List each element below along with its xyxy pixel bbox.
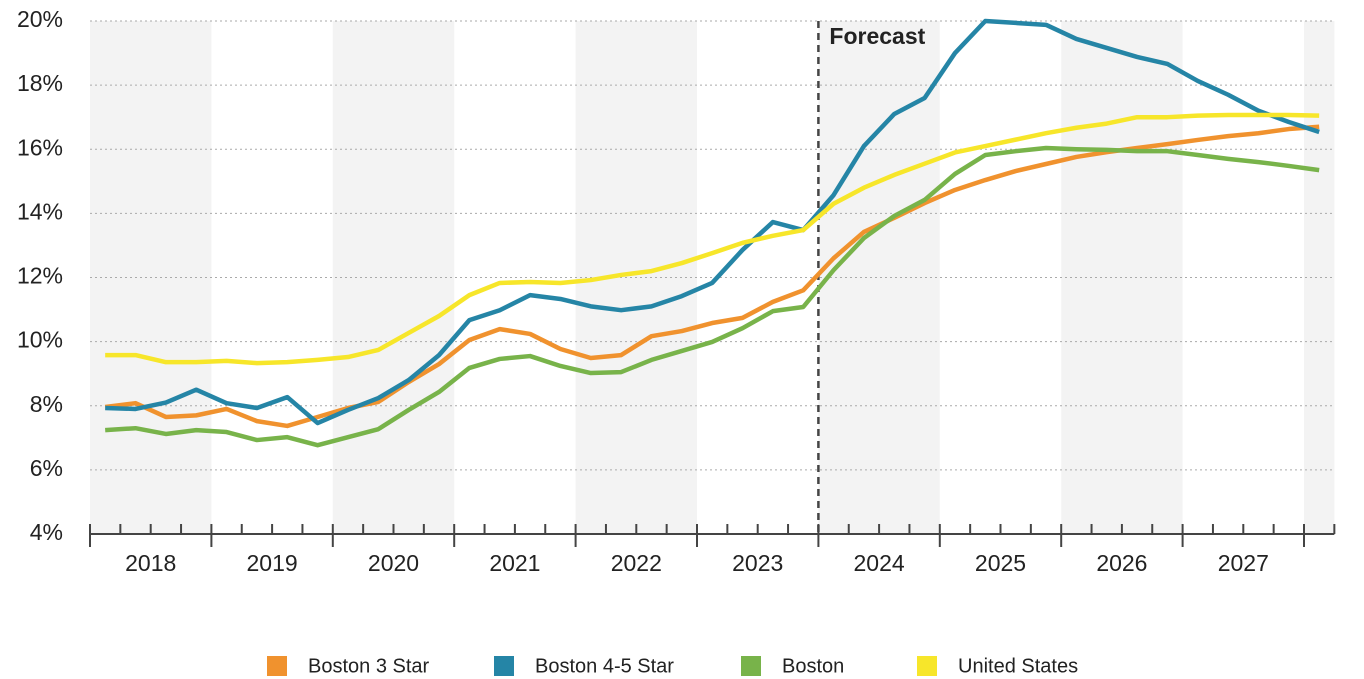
legend-swatch [917,656,937,676]
x-tick-label: 2024 [854,550,905,576]
x-tick-label: 2019 [247,550,298,576]
legend-label: Boston 4-5 Star [535,655,674,677]
x-tick-label: 2021 [489,550,540,576]
legend-swatch [741,656,761,676]
y-tick-label: 6% [30,455,63,481]
y-tick-label: 4% [30,519,63,545]
x-tick-label: 2023 [732,550,783,576]
band-shade [818,21,940,534]
y-tick-label: 16% [17,134,63,160]
y-tick-label: 10% [17,327,63,353]
y-tick-label: 12% [17,263,63,289]
legend-swatch [267,656,287,676]
x-tick-label: 2027 [1218,550,1269,576]
y-tick-label: 14% [17,198,63,224]
legend-label: Boston [782,655,844,677]
legend-swatch [494,656,514,676]
band-shade [1304,21,1335,534]
series-line [105,145,1320,448]
y-tick-label: 8% [30,391,63,417]
x-tick-label: 2026 [1096,550,1147,576]
x-tick-label: 2022 [611,550,662,576]
x-tick-label: 2020 [368,550,419,576]
y-tick-label: 20% [17,6,63,32]
x-tick-label: 2018 [125,550,176,576]
x-tick-label: 2025 [975,550,1026,576]
y-tick-label: 18% [17,70,63,96]
band-shade [332,21,455,534]
legend-label: Boston 3 Star [308,655,430,677]
series-line [105,18,1320,426]
series-line [105,112,1320,366]
legend-label: United States [958,655,1078,677]
forecast-label: Forecast [829,23,925,49]
